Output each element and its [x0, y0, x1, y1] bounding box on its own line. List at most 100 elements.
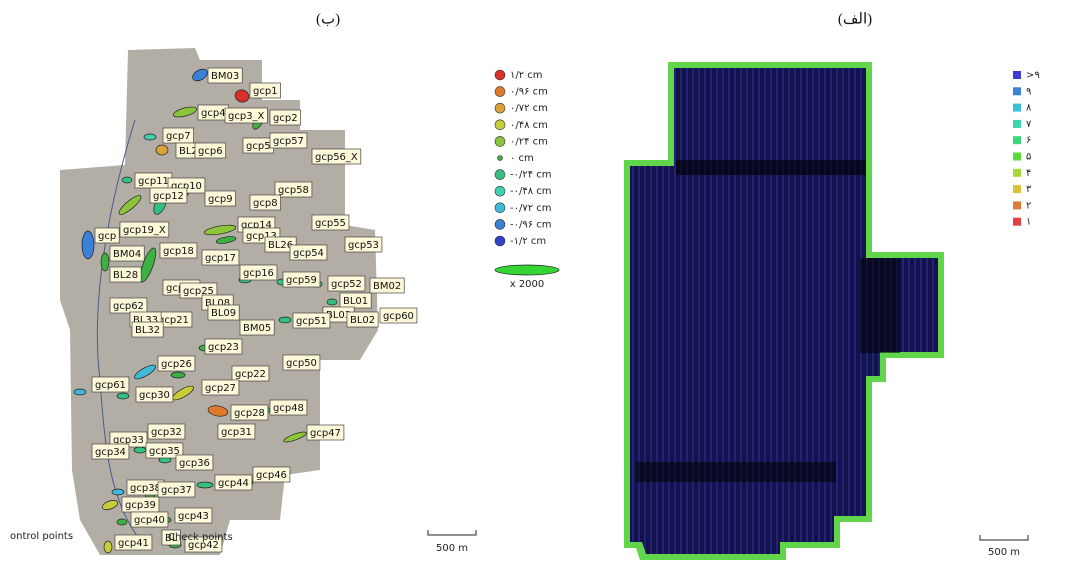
point-label: gcp5 — [243, 138, 274, 153]
point-label: gcp6 — [195, 143, 226, 158]
point-name: gcp53 — [348, 240, 379, 251]
legend-swatch — [1013, 153, 1021, 161]
error-ellipse — [117, 519, 127, 525]
legend-swatch — [495, 203, 505, 213]
point-label: gcp54 — [290, 245, 327, 260]
point-name: BL26 — [268, 240, 293, 251]
point-label: gcp46 — [253, 467, 290, 482]
point-label: gcp16 — [240, 265, 277, 280]
point-name: gcp55 — [315, 218, 346, 229]
point-name: BM03 — [211, 71, 239, 82]
point-name: gcp51 — [296, 316, 327, 327]
point-name: gcp41 — [118, 538, 149, 549]
legend-label: -۰/۲۴ cm — [510, 170, 552, 181]
error-ellipse — [144, 134, 156, 140]
point-name: gcp19_X — [123, 225, 166, 236]
point-label: gcp52 — [328, 276, 365, 291]
point-label: gcp18 — [160, 243, 197, 258]
point-name: gcp43 — [178, 511, 209, 522]
point-label: BM03 — [208, 68, 242, 83]
legend-label: ۱/۲ cm — [510, 70, 543, 81]
legend-label: ۲ — [1026, 200, 1031, 211]
legend-swatch — [1013, 169, 1021, 177]
point-name: gcp6 — [198, 146, 223, 157]
legend-label: ۶ — [1026, 135, 1031, 146]
legend-swatch — [495, 87, 505, 97]
legend-label: -۰/۹۶ cm — [510, 219, 552, 230]
point-label: gcp — [95, 228, 119, 243]
point-label: gcp62 — [110, 298, 147, 313]
point-label: gcp51 — [293, 313, 330, 328]
error-ellipse — [197, 482, 213, 488]
point-label: gcp7 — [163, 128, 194, 143]
legend-label: ۴ — [1026, 168, 1031, 179]
point-label: gcp59 — [283, 272, 320, 287]
point-label: gcp37 — [158, 482, 195, 497]
point-name: gcp3_X — [228, 111, 265, 122]
point-name: gcp62 — [113, 301, 144, 312]
point-name: gcp7 — [166, 131, 191, 142]
legend-label: ۰/۴۸ cm — [510, 120, 548, 131]
point-label: gcp26 — [158, 356, 195, 371]
legend-label: ۰/۷۲ cm — [510, 103, 548, 114]
point-name: BM04 — [113, 249, 141, 260]
legend-swatch — [495, 120, 505, 130]
point-name: gcp2 — [273, 113, 298, 124]
point-label: gcp50 — [283, 355, 320, 370]
point-name: gcp39 — [125, 500, 156, 511]
point-name: gcp22 — [235, 369, 266, 380]
point-label: gcp27 — [202, 380, 239, 395]
point-label: BM02 — [370, 278, 404, 293]
error-ellipse — [74, 389, 86, 395]
legend-label: ۰ cm — [510, 153, 534, 164]
point-name: gcp5 — [246, 141, 271, 152]
legend-label: -۱/۲ cm — [510, 236, 546, 247]
error-ellipse — [104, 541, 112, 553]
control-label: ontrol points — [10, 531, 73, 542]
point-label: gcp40 — [131, 512, 168, 527]
point-name: gcp18 — [163, 246, 194, 257]
point-label: gcp57 — [270, 133, 307, 148]
legend-label: ۸ — [1026, 103, 1032, 114]
point-name: gcp9 — [208, 194, 233, 205]
point-label: BM05 — [240, 320, 274, 335]
point-name: BL02 — [350, 315, 375, 326]
point-label: gcp31 — [218, 424, 255, 439]
point-name: gcp1 — [253, 86, 278, 97]
point-name: gcp12 — [153, 191, 184, 202]
legend-label: ۰/۹۶ cm — [510, 87, 548, 98]
point-label: gcp17 — [202, 250, 239, 265]
legend-label: ۱ — [1026, 217, 1031, 228]
point-label: gcp23 — [205, 339, 242, 354]
check-label: Check points — [168, 532, 233, 543]
point-name: gcp54 — [293, 248, 324, 259]
point-label: gcp53 — [345, 237, 382, 252]
point-name: gcp16 — [243, 268, 274, 279]
legend-swatch — [498, 156, 503, 161]
point-label: gcp44 — [215, 475, 252, 490]
legend-swatch — [1013, 218, 1021, 226]
point-name: gcp58 — [278, 185, 309, 196]
legend-swatch — [1013, 104, 1021, 112]
legend-swatch — [495, 70, 505, 80]
point-name: BL28 — [113, 270, 138, 281]
point-label: gcp22 — [232, 366, 269, 381]
legend-label: ۹ — [1026, 86, 1031, 97]
point-name: gcp32 — [151, 427, 182, 438]
point-name: gcp47 — [310, 428, 341, 439]
point-name: gcp11 — [138, 176, 169, 187]
point-name: gcp38 — [130, 483, 161, 494]
legend-swatch — [1013, 185, 1021, 193]
point-label: gcp11 — [135, 173, 172, 188]
point-name: gcp59 — [286, 275, 317, 286]
point-name: gcp26 — [161, 359, 192, 370]
point-name: BL01 — [343, 296, 368, 307]
point-name: BL32 — [135, 325, 160, 336]
error-ellipse — [82, 231, 94, 259]
point-name: gcp23 — [208, 342, 239, 353]
point-name: gcp30 — [139, 390, 170, 401]
legend-swatch — [495, 103, 505, 113]
point-name: gcp40 — [134, 515, 165, 526]
right-title: (الف) — [838, 11, 872, 27]
legend-swatch — [495, 219, 505, 229]
